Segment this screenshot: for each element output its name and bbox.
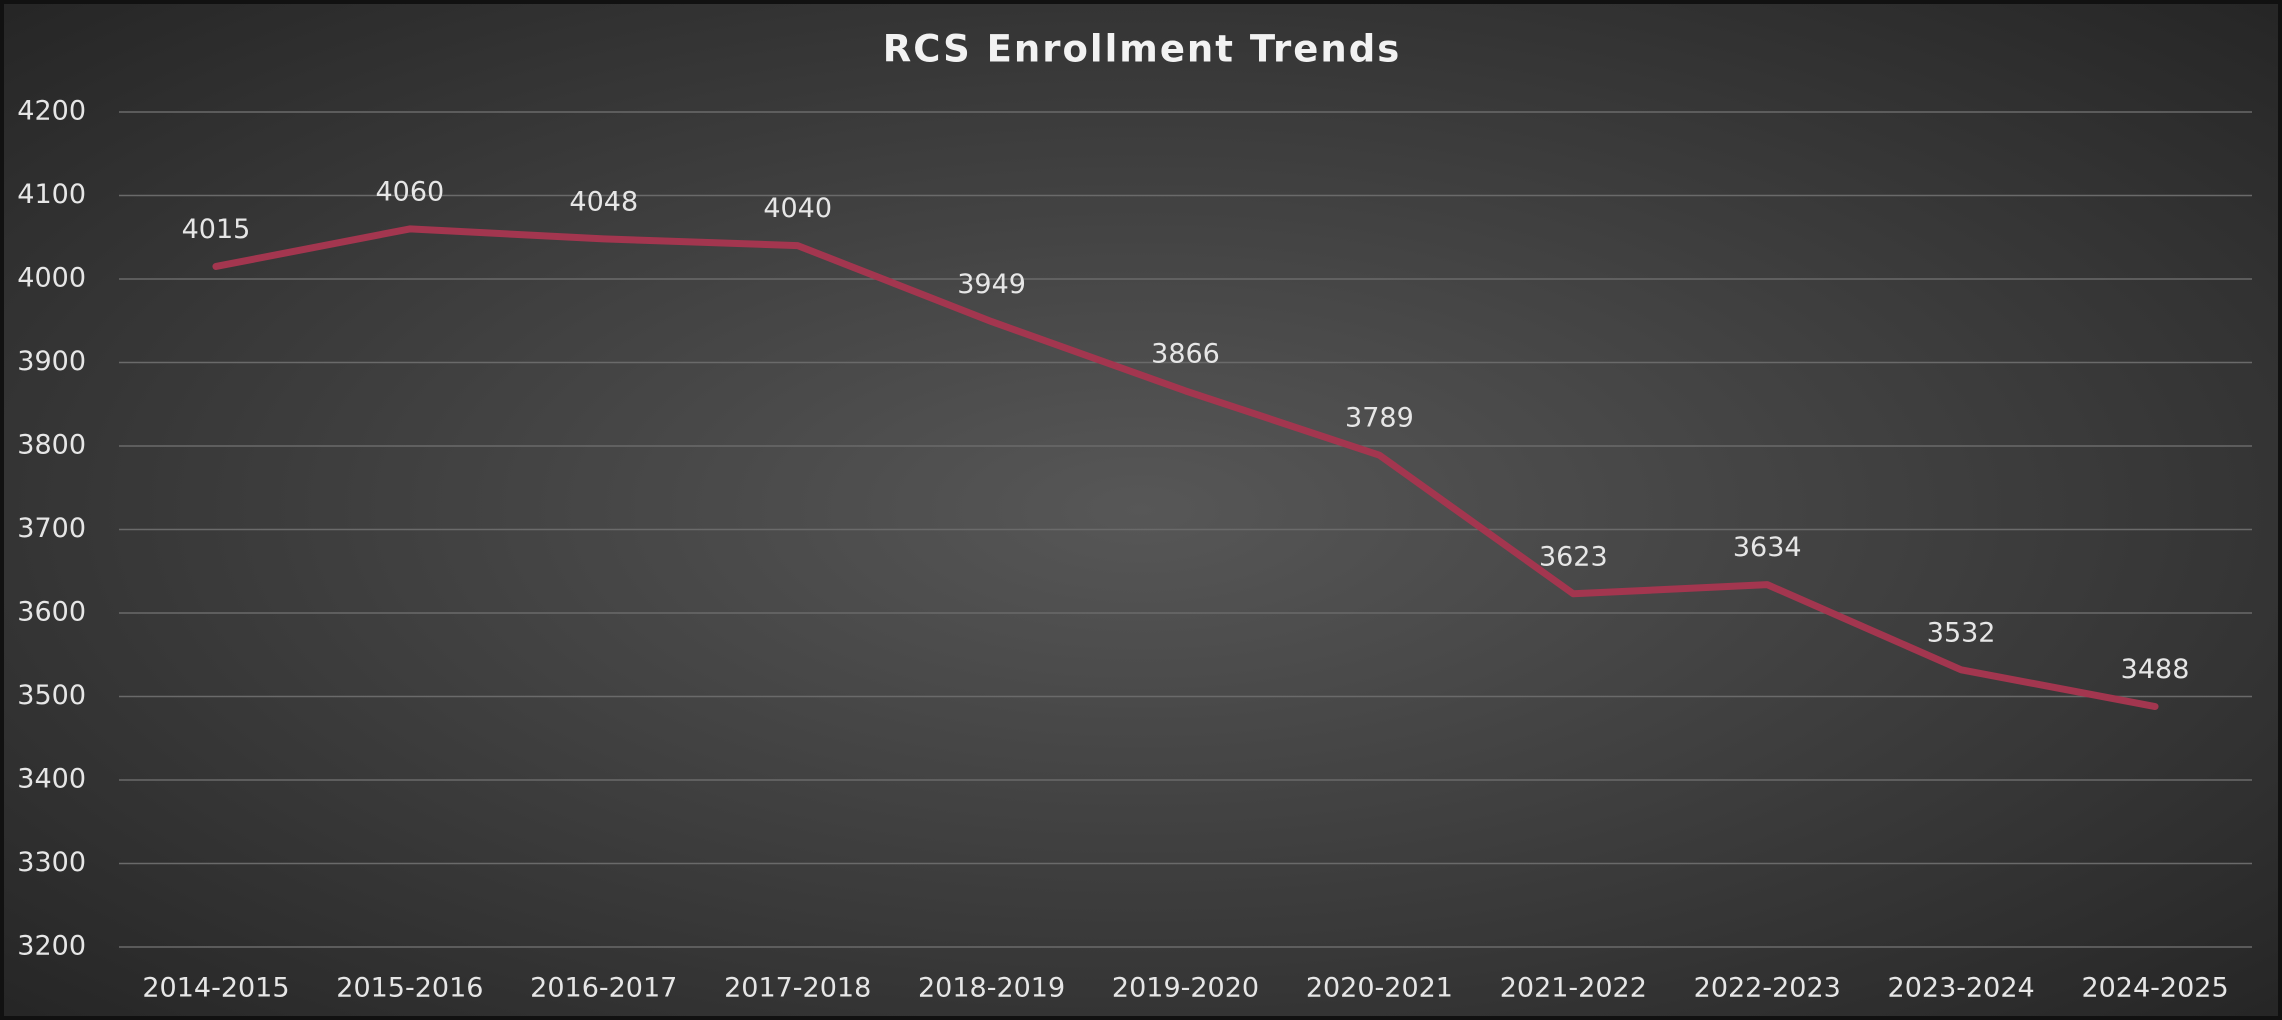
data-label: 3949 xyxy=(957,269,1026,300)
y-tick-label: 4000 xyxy=(17,263,86,294)
y-tick-label: 3400 xyxy=(17,764,86,795)
data-label: 4060 xyxy=(376,176,445,207)
data-label: 3866 xyxy=(1151,338,1220,369)
y-tick-label: 3700 xyxy=(17,513,86,544)
data-label: 3634 xyxy=(1733,532,1802,563)
x-tick-label: 2022-2023 xyxy=(1694,973,1841,1004)
x-tick-label: 2018-2019 xyxy=(918,973,1065,1004)
x-tick-label: 2020-2021 xyxy=(1306,973,1453,1004)
chart-title: RCS Enrollment Trends xyxy=(883,28,1401,71)
y-tick-label: 4100 xyxy=(17,179,86,210)
data-label: 3488 xyxy=(2121,654,2190,685)
data-label: 4048 xyxy=(569,186,638,217)
x-tick-label: 2023-2024 xyxy=(1888,973,2035,1004)
data-label: 4015 xyxy=(182,214,251,245)
x-tick-label: 2015-2016 xyxy=(336,973,483,1004)
data-label: 3789 xyxy=(1345,403,1414,434)
y-tick-label: 3900 xyxy=(17,346,86,377)
y-tick-label: 3800 xyxy=(17,430,86,461)
data-line xyxy=(212,225,2159,711)
x-tick-label: 2017-2018 xyxy=(724,973,871,1004)
y-tick-label: 3600 xyxy=(17,597,86,628)
x-tick-label: 2021-2022 xyxy=(1500,973,1647,1004)
x-tick-label: 2019-2020 xyxy=(1112,973,1259,1004)
x-tick-label: 2024-2025 xyxy=(2081,973,2228,1004)
y-tick-label: 4200 xyxy=(17,96,86,127)
x-tick-label: 2014-2015 xyxy=(142,973,289,1004)
y-tick-label: 3200 xyxy=(17,931,86,962)
y-tick-label: 3500 xyxy=(17,680,86,711)
y-tick-label: 3300 xyxy=(17,847,86,878)
x-tick-label: 2016-2017 xyxy=(530,973,677,1004)
data-label: 4040 xyxy=(763,193,832,224)
data-label: 3623 xyxy=(1539,541,1608,572)
data-label: 3532 xyxy=(1927,617,1996,648)
